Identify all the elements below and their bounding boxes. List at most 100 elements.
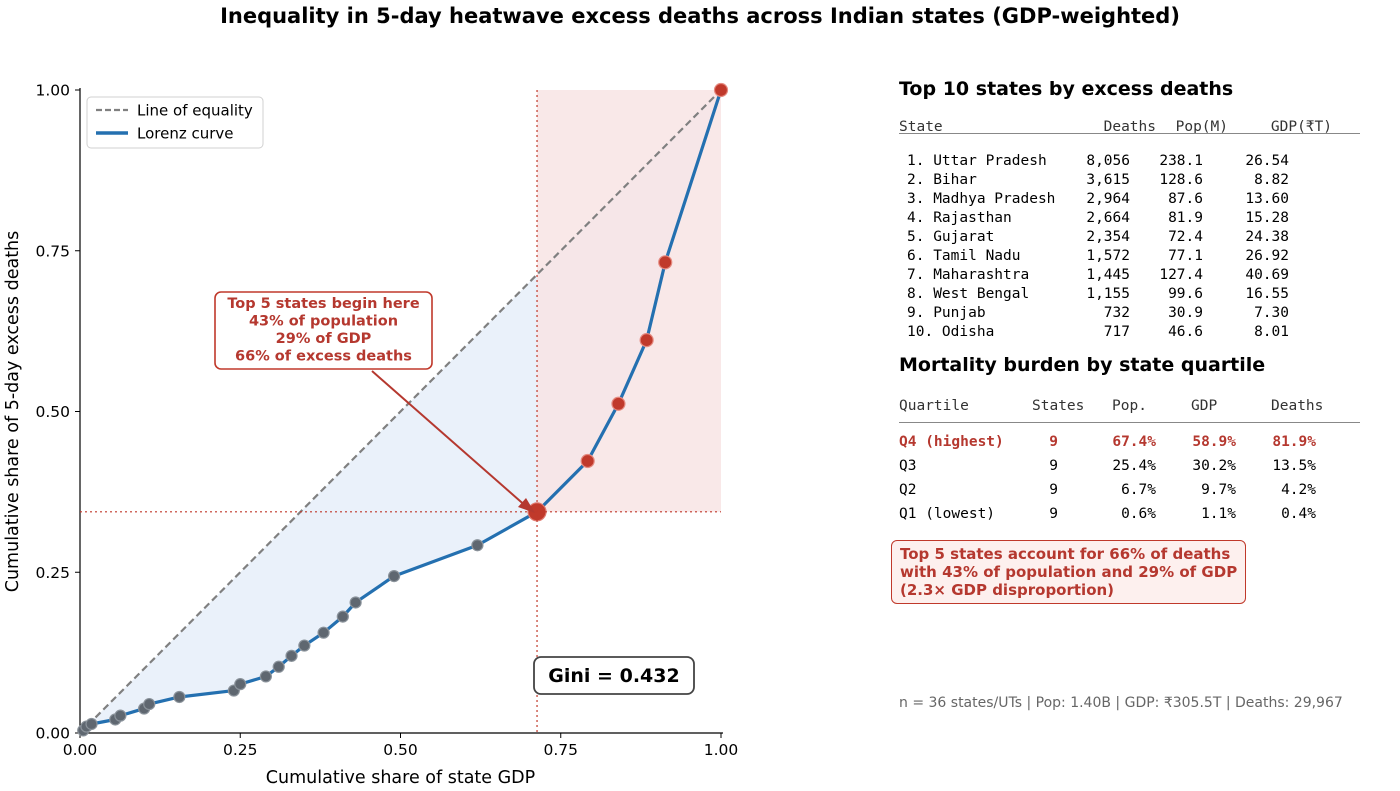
x-tick-label: 1.00	[704, 741, 739, 759]
quartile-cell-label: Q1 (lowest)	[899, 506, 996, 522]
quartile-header-rule	[899, 422, 1360, 423]
top10-header-deaths: Deaths	[1103, 119, 1156, 135]
lorenz-point	[285, 649, 298, 662]
annotation-arrow-head	[518, 498, 535, 513]
y-tick-label: 0.50	[35, 403, 70, 421]
quartile-cell-value: 9	[1049, 458, 1058, 474]
lorenz-point	[85, 717, 98, 731]
top10-cell-value: 72.4	[1168, 229, 1203, 245]
quartile-cell-value: 67.4%	[1112, 434, 1156, 450]
y-tick-label: 1.00	[35, 82, 70, 100]
quartile-header-states: States	[1032, 398, 1085, 414]
quartile-header-gdp: GDP	[1191, 398, 1218, 414]
quartile-header-quartile: Quartile	[899, 398, 969, 414]
annotation-line: 29% of GDP	[276, 331, 372, 347]
lorenz-point	[349, 596, 362, 609]
annotation-line: 66% of excess deaths	[235, 349, 412, 365]
x-tick-label: 0.00	[63, 741, 98, 759]
top10-cell-value: 2,964	[1086, 191, 1130, 207]
callout-line: Top 5 states account for 66% of deaths	[900, 545, 1231, 563]
quartile-cell-value: 25.4%	[1112, 458, 1156, 474]
top10-cell-value: 128.6	[1159, 172, 1203, 188]
callout-line: with 43% of population and 29% of GDP	[900, 563, 1238, 581]
top10-cell-value: 15.28	[1245, 210, 1289, 226]
quartile-cell-label: Q4 (highest)	[899, 434, 1004, 450]
top10-cell-value: 26.92	[1245, 248, 1289, 264]
x-tick-label: 0.50	[383, 741, 418, 759]
top10-cell-value: 127.4	[1159, 267, 1203, 283]
top10-cell-state: 9. Punjab	[907, 305, 986, 321]
x-tick-label: 0.75	[543, 741, 578, 759]
gini-label: Gini = 0.432	[548, 665, 679, 687]
lorenz-point	[272, 660, 285, 673]
top10-title: Top 10 states by excess deaths	[899, 78, 1234, 100]
top10-cell-value: 26.54	[1245, 153, 1289, 169]
lorenz-point	[317, 626, 330, 639]
quartile-cell-value: 30.2%	[1192, 458, 1236, 474]
top10-cell-value: 30.9	[1168, 305, 1203, 321]
lorenz-point	[234, 678, 247, 691]
quartile-cell-value: 0.4%	[1281, 506, 1316, 522]
legend: Line of equality Lorenz curve	[86, 96, 264, 149]
top10-cell-value: 16.55	[1245, 286, 1289, 302]
legend-box	[86, 96, 264, 149]
top10-cell-state: 5. Gujarat	[907, 229, 995, 245]
top10-cell-value: 8,056	[1086, 153, 1130, 169]
top10-header-rule	[899, 133, 1360, 134]
y-tick-label: 0.00	[35, 725, 70, 743]
equality-line	[79, 89, 722, 734]
top10-cell-state: 4. Rajasthan	[907, 210, 1012, 226]
lorenz-point	[387, 570, 401, 583]
quartile-cell-value: 58.9%	[1192, 434, 1236, 450]
top10-cell-state: 6. Tamil Nadu	[907, 248, 1021, 264]
top10-header-gdp: GDP(₹T)	[1270, 119, 1332, 135]
lorenz-chart: 0.00 0.25 0.50 0.75 1.00 0.00 0.25 0.50 0.75 1.00…	[3, 82, 739, 789]
top10-cell-value: 46.6	[1168, 324, 1203, 340]
top10-cell-value: 13.60	[1245, 191, 1289, 207]
top10-cell-value: 1,445	[1086, 267, 1130, 283]
quartile-header-deaths: Deaths	[1271, 398, 1324, 414]
top10-cell-state: 3. Madhya Pradesh	[907, 191, 1056, 207]
top10-cell-value: 717	[1103, 324, 1130, 340]
lorenz-point	[143, 697, 156, 711]
quartile-cell-value: 6.7%	[1121, 482, 1156, 498]
legend-label: Line of equality	[137, 102, 253, 120]
callout-line: (2.3× GDP disproportion)	[900, 581, 1115, 599]
quartile-cell-value: 13.5%	[1272, 458, 1316, 474]
quartile-cell-value: 9	[1049, 506, 1058, 522]
top10-cell-value: 1,155	[1086, 286, 1130, 302]
top10-header-state: State	[899, 119, 943, 135]
top-state-point	[580, 453, 595, 469]
top-state-point	[611, 396, 626, 411]
y-tick-label: 0.25	[35, 564, 70, 582]
quartile-header-pop: Pop.	[1112, 398, 1147, 414]
top10-cell-value: 99.6	[1168, 286, 1203, 302]
gini-box	[533, 656, 695, 695]
top10-cell-value: 87.6	[1168, 191, 1203, 207]
lorenz-point	[114, 709, 127, 722]
footer-summary: n = 36 states/UTs | Pop: 1.40B | GDP: ₹3…	[899, 695, 1343, 711]
top10-cell-state: 2. Bihar	[907, 172, 977, 188]
top10-cell-value: 238.1	[1159, 153, 1203, 169]
top10-cell-value: 8.01	[1254, 324, 1289, 340]
quartile-cell-value: 9.7%	[1201, 482, 1236, 498]
top10-cell-value: 77.1	[1168, 248, 1203, 264]
top10-cell-value: 7.30	[1254, 305, 1289, 321]
top10-cell-state: 7. Maharashtra	[907, 267, 1030, 283]
x-axis-label: Cumulative share of state GDP	[266, 768, 535, 788]
x-tick-label: 0.25	[223, 741, 258, 759]
annotation-line: Top 5 states begin here	[227, 296, 420, 312]
quartile-cell-value: 81.9%	[1272, 434, 1316, 450]
quartile-cell-value: 4.2%	[1281, 482, 1316, 498]
top10-cell-state: 10. Odisha	[907, 324, 995, 340]
quartile-cell-value: 1.1%	[1201, 506, 1236, 522]
top-state-point	[713, 82, 729, 98]
quartile-cell-label: Q2	[899, 482, 917, 498]
top10-cell-value: 81.9	[1168, 210, 1203, 226]
quartile-cell-value: 9	[1049, 482, 1058, 498]
quartile-cell-value: 0.6%	[1121, 506, 1156, 522]
top-state-point	[639, 333, 654, 348]
top10-cell-value: 1,572	[1086, 248, 1130, 264]
quartile-cell-label: Q3	[899, 458, 917, 474]
lorenz-point	[471, 539, 484, 552]
